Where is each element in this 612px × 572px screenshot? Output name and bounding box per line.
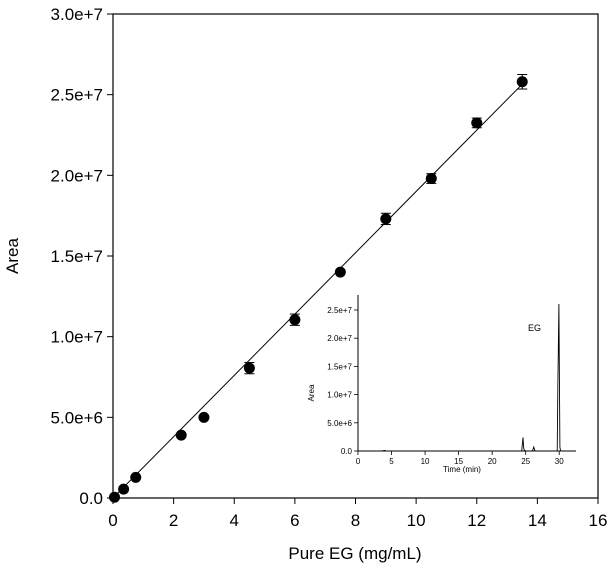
inset-x-tick-label: 30 xyxy=(555,457,564,466)
main-y-axis: 0.0 5.0e+6 1.0e+7 1.5e+7 2.0e+7 2.5e+7 3.0e+7 xyxy=(51,5,113,508)
inset-y-tick-label: 2.0e+7 xyxy=(327,334,352,343)
main-y-tick-label: 2.0e+7 xyxy=(51,166,103,185)
inset-y-tick-label: 1.5e+7 xyxy=(327,362,352,371)
chromatogram-line xyxy=(358,303,576,452)
inset-x-tick-label: 10 xyxy=(421,457,430,466)
main-x-tick-label: 0 xyxy=(108,511,117,530)
data-point xyxy=(289,314,301,326)
main-y-tick-label: 2.5e+7 xyxy=(51,86,103,105)
data-point xyxy=(243,362,255,374)
main-x-tick-label: 12 xyxy=(467,511,486,530)
main-x-tick-label: 10 xyxy=(407,511,426,530)
inset-x-axis-label: Time (min) xyxy=(443,465,481,474)
main-x-tick-label: 14 xyxy=(528,511,547,530)
data-point xyxy=(175,429,187,441)
inset-x-tick-label: 25 xyxy=(521,457,530,466)
data-point xyxy=(198,411,210,423)
inset-x-tick-label: 0 xyxy=(356,457,361,466)
inset-x-tick-label: 5 xyxy=(389,457,394,466)
main-x-tick-label: 16 xyxy=(589,511,608,530)
main-x-tick-label: 2 xyxy=(169,511,178,530)
inset-y-axis-label: Area xyxy=(307,384,316,401)
main-y-axis-label: Area xyxy=(3,238,22,274)
inset-plot-background xyxy=(358,295,576,451)
inset-x-tick-label: 15 xyxy=(454,457,463,466)
inset-x-tick-label: 20 xyxy=(488,457,497,466)
main-x-tick-label: 4 xyxy=(230,511,239,530)
data-point xyxy=(118,483,130,495)
data-point xyxy=(334,266,346,278)
inset-y-axis: 0.0 5.0e+6 1.0e+7 1.5e+7 2.0e+7 2.5e+7 xyxy=(327,306,358,456)
inset-y-tick-label: 0.0 xyxy=(341,447,353,456)
main-series xyxy=(109,74,528,503)
data-point xyxy=(516,76,528,88)
data-point xyxy=(471,117,483,129)
data-point xyxy=(109,491,121,503)
inset-plot: 0.0 5.0e+6 1.0e+7 1.5e+7 2.0e+7 2.5e+7 0 5 10 15… xyxy=(307,295,576,474)
fit-line xyxy=(112,83,523,499)
main-x-axis: 0 2 4 6 8 10 12 14 16 xyxy=(108,498,607,530)
main-y-tick-label: 1.5e+7 xyxy=(51,247,103,266)
main-plot: 0.05.0e+61.0e+71.5e+72.0e+72.5e+73.0e+7 … xyxy=(3,5,607,563)
main-x-tick-label: 8 xyxy=(351,511,360,530)
data-point xyxy=(130,471,142,483)
inset-y-tick-label: 5.0e+6 xyxy=(327,419,352,428)
main-x-tick-label: 6 xyxy=(290,511,299,530)
main-y-tick-label: 3.0e+7 xyxy=(51,5,103,24)
inset-y-tick-label: 2.5e+7 xyxy=(327,306,352,315)
main-y-tick-label: 5.0e+6 xyxy=(51,408,103,427)
data-point xyxy=(380,213,392,225)
inset-x-axis: 0 5 10 15 20 25 30 xyxy=(356,451,564,466)
inset-series xyxy=(358,303,576,452)
data-point xyxy=(425,173,437,185)
inset-annotation-eg: EG xyxy=(528,323,541,333)
main-x-axis-label: Pure EG (mg/mL) xyxy=(288,544,421,563)
main-y-tick-label: 1.0e+7 xyxy=(51,328,103,347)
inset-y-tick-label: 1.0e+7 xyxy=(327,391,352,400)
main-y-tick-label: 0.0 xyxy=(79,489,103,508)
